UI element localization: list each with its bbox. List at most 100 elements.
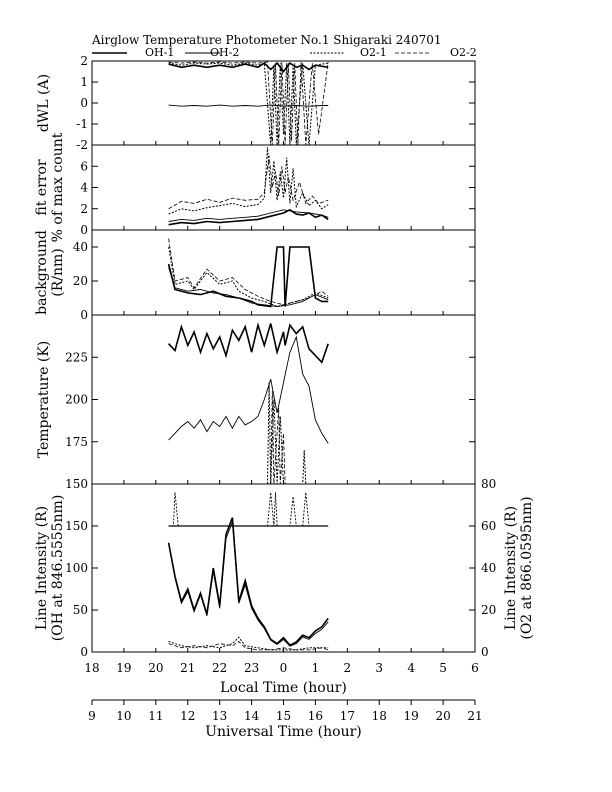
series-line-intensity-o2-2 (168, 640, 329, 651)
x-ut-tick-label: 15 (276, 709, 291, 723)
y-tick-label: 2 (80, 54, 88, 68)
x-ut-tick-label: 14 (244, 709, 260, 723)
series-fit-error-o2-2 (168, 155, 329, 210)
series-temperature-o2-1 (267, 382, 307, 485)
x-ut-tick-label: 13 (212, 709, 227, 723)
y-tick-label: 200 (65, 393, 88, 407)
y-tick-label: -1 (76, 117, 88, 131)
y-axis-title: Line Intensity (R) (34, 506, 50, 630)
x-ut-tick-label: 10 (116, 709, 131, 723)
y-tick-label: 4 (80, 181, 88, 195)
y-tick-label: 0 (80, 308, 88, 322)
y-tick-label: 150 (65, 519, 88, 533)
panel-background: 0 20 40 background (R/nm) (34, 229, 476, 322)
series-line-intensity-oh-1 (167, 517, 329, 647)
x-ut-tick-label: 16 (308, 709, 323, 723)
y-axis-title-2: (OH at 846.5555nm) (50, 495, 66, 642)
y-axis-title: background (34, 230, 50, 315)
series-fit-error-oh-2 (168, 209, 329, 222)
legend-label-o2-2: O2-2 (450, 46, 477, 59)
x-ut-tick-label: 18 (372, 709, 387, 723)
y-right-tick-label: 40 (481, 561, 496, 575)
panel-frame (91, 483, 476, 653)
x-local-tick-label: 6 (471, 661, 479, 675)
x-local-tick-label: 18 (84, 661, 99, 675)
series-fit-error-o2-1 (168, 147, 329, 215)
series-temperature-oh-1 (168, 322, 329, 364)
series-line-intensity-o2-1 (168, 636, 329, 651)
x-local-tick-label: 22 (212, 661, 227, 675)
x-ut-tick-label: 17 (340, 709, 355, 723)
y-tick-label: 0 (80, 223, 88, 237)
series-background-o2-2 (168, 238, 329, 306)
x-ut-tick-label: 21 (467, 709, 482, 723)
series-dwl-oh-1 (168, 61, 329, 73)
series-fit-error-oh-1 (168, 208, 329, 226)
y-right-tick-label: 0 (481, 645, 489, 659)
y-tick-label: 1 (80, 75, 88, 89)
y-right-tick-label: 60 (481, 519, 496, 533)
x-local-tick-label: 20 (148, 661, 163, 675)
y-tick-label: -2 (76, 138, 88, 152)
series-dwl-o2-2 (168, 61, 329, 146)
x-local-tick-label: 4 (407, 661, 415, 675)
y-tick-label: 2 (80, 202, 88, 216)
legend-label-oh-2: OH-2 (210, 46, 239, 59)
x-local-tick-label: 0 (280, 661, 288, 675)
legend: OH-1 OH-2 O2-1 O2-2 (92, 46, 477, 59)
series-dwl-o2-1 (168, 62, 329, 146)
panel-temperature: 150 175 200 225 Temperature (K) (36, 314, 476, 491)
y-tick-label: 20 (73, 274, 88, 288)
series-background-oh-1 (167, 246, 329, 308)
y-axis-title: dWL (A) (36, 74, 52, 132)
legend-label-o2-1: O2-1 (360, 46, 387, 59)
panel-frame (91, 144, 476, 231)
series-temperature-oh-2 (168, 335, 329, 444)
y-tick-label: 6 (80, 159, 88, 173)
series-line-intensity-o2-fill-value (168, 492, 329, 527)
x-local-axis-title: Local Time (hour) (220, 680, 347, 696)
x-local-tick-label: 23 (244, 661, 259, 675)
y-right-tick-label: 80 (481, 477, 496, 491)
y-axis-title: fit error (34, 159, 50, 216)
panel-fit-error: 0 2 4 6 fit error% of max count (34, 132, 476, 242)
x-local-tick-label: 1 (312, 661, 320, 675)
y-axis-title-2: % of max count (50, 132, 66, 242)
y-right-axis-title: Line Intensity (R) (503, 506, 519, 630)
x-local-tick-label: 21 (180, 661, 195, 675)
panels: -2 -1 0 1 2 dWL (A) 0 2 4 6 fit error% of max coun… (34, 54, 535, 659)
x-local-tick-label: 19 (116, 661, 131, 675)
y-tick-label: 0 (80, 645, 88, 659)
x-ut-axis-title: Universal Time (hour) (205, 724, 362, 740)
y-right-tick-label: 20 (481, 603, 496, 617)
x-local-tick-label: 2 (344, 661, 352, 675)
y-tick-label: 50 (73, 603, 88, 617)
x-ut-tick-label: 9 (88, 709, 96, 723)
y-tick-label: 175 (65, 435, 88, 449)
y-tick-label: 0 (80, 96, 88, 110)
panel-frame (91, 314, 476, 485)
panel-dwl: -2 -1 0 1 2 dWL (A) (36, 54, 476, 152)
series-background-oh-2 (168, 267, 329, 307)
y-tick-label: 225 (65, 350, 88, 364)
y-tick-label: 100 (65, 561, 88, 575)
x-local-tick-label: 3 (375, 661, 383, 675)
x-ut-tick-label: 20 (435, 709, 450, 723)
series-line-intensity-oh-2 (168, 521, 329, 647)
series-background-o2-1 (168, 246, 329, 308)
y-axis-title: Temperature (K) (36, 341, 52, 459)
y-tick-label: 150 (65, 477, 88, 491)
series-temperature-o2-2 (270, 391, 286, 485)
x-ut-tick-label: 19 (404, 709, 419, 723)
chart-title: Airglow Temperature Photometer No.1 Shig… (91, 33, 442, 47)
x-local-tick-label: 5 (439, 661, 447, 675)
y-right-axis-title-2: (O2 at 866.0595nm) (519, 496, 535, 639)
x-ut-tick-label: 12 (180, 709, 195, 723)
y-tick-label: 40 (73, 240, 88, 254)
legend-label-oh-1: OH-1 (145, 46, 174, 59)
x-ut-tick-label: 11 (148, 709, 163, 723)
y-axis-title-2: (R/nm) (50, 248, 66, 296)
